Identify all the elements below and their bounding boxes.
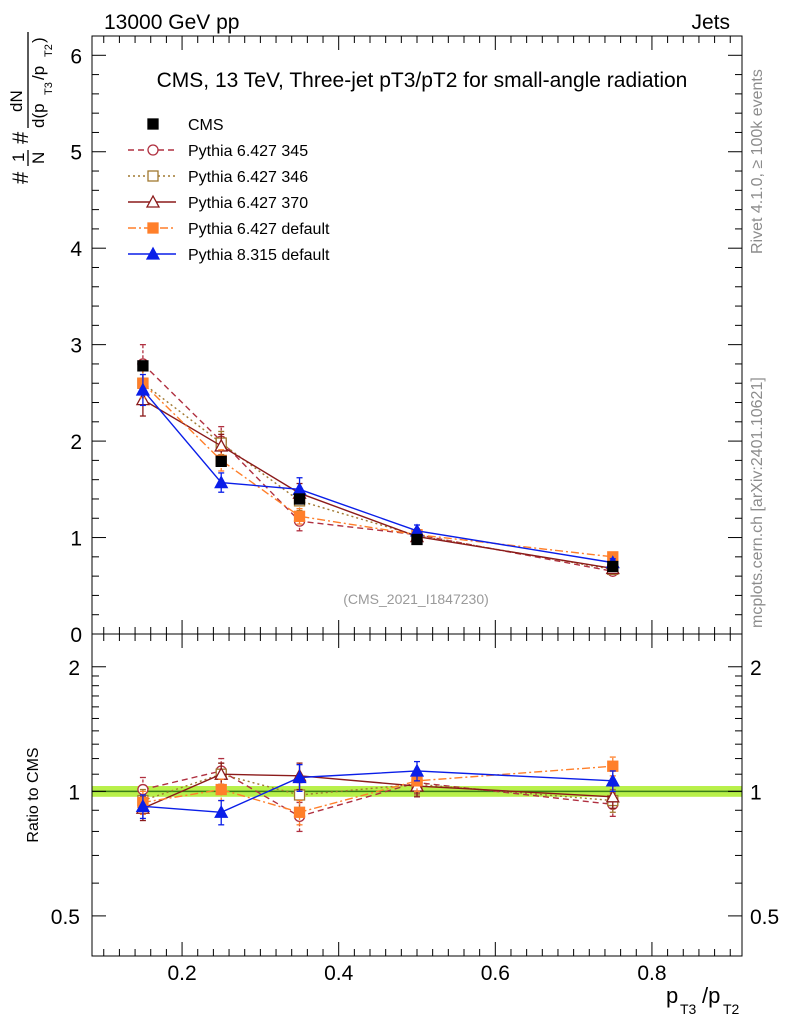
main-ylabel: # 1 N # dN d(p T3 /p T2 ) <box>7 32 55 184</box>
x-tick-label: 0.4 <box>324 962 354 985</box>
x-axis: 0.2 0.4 0.6 0.8 <box>103 634 731 985</box>
main-series-pythia-8-315-default <box>135 373 620 569</box>
ylabel-close: ) <box>29 37 48 43</box>
main-y-tick-label: 2 <box>70 431 82 454</box>
legend: CMS Pythia 6.427 345 Pythia 6.427 346 Pythi… <box>128 117 330 264</box>
main-y-tick-label: 4 <box>70 238 82 261</box>
header-left: 13000 GeV pp <box>104 11 239 34</box>
main-point-cms <box>293 493 306 505</box>
ylabel-hash1: # <box>8 171 33 184</box>
legend-marker <box>147 170 159 182</box>
chart-title: CMS, 13 TeV, Three-jet pT3/pT2 for small… <box>157 69 688 92</box>
legend-marker <box>147 222 159 234</box>
ratio-point-pythia-6-427-default <box>293 806 306 818</box>
main-line-pythia-6-427-345 <box>142 363 613 572</box>
main-point-cms <box>411 533 423 546</box>
ratio-ylabel: Ratio to CMS <box>25 747 42 842</box>
xlabel-T2: T2 <box>723 1001 740 1017</box>
main-series-pythia-6-427-default <box>137 368 619 563</box>
main-line-pythia-6-427-346 <box>142 382 613 571</box>
main-series-pythia-6-427-346 <box>137 367 619 576</box>
main-series-cms <box>137 360 619 573</box>
ylabel-hash2: # <box>8 131 33 144</box>
main-x-ticks <box>103 36 731 634</box>
legend-item-pythia-8-315-default: Pythia 8.315 default <box>128 246 330 264</box>
x-tick-label: 0.8 <box>637 962 666 985</box>
main-y-tick-label: 3 <box>70 335 82 358</box>
side-label-rivet: Rivet 4.1.0, ≥ 100k events <box>749 69 766 254</box>
x-axis-label: p T3 /p T2 <box>666 983 740 1017</box>
ylabel-dN: dN <box>7 90 26 112</box>
legend-item-cms: CMS <box>147 117 224 134</box>
side-label-mcplots: mcplots.cern.ch [arXiv:2401.10621] <box>749 377 766 628</box>
main-series-layer <box>135 343 620 577</box>
ratio-point-pythia-8-315-default <box>214 804 229 818</box>
main-series-pythia-6-427-345 <box>137 343 619 577</box>
x-tick-label: 0.2 <box>167 962 196 985</box>
main-series-pythia-6-427-370 <box>135 382 620 575</box>
main-point-cms <box>137 360 149 372</box>
main-point-pythia-6-427-default <box>293 510 306 522</box>
legend-label: Pythia 6.427 346 <box>188 169 308 186</box>
legend-label: Pythia 6.427 default <box>188 221 330 238</box>
ratio-point-pythia-8-315-default <box>292 770 307 784</box>
ratio-y-tick-label: 2 <box>68 657 80 680</box>
legend-marker <box>145 194 161 208</box>
xlabel-p1: p <box>666 983 678 1008</box>
main-panel: 0 1 2 3 4 5 6 CMS, 13 TeV, Three-jet pT3/pT2 f… <box>70 35 743 647</box>
x-tick-label: 0.6 <box>481 962 510 985</box>
ratio-y-tick-label-right: 1 <box>750 781 762 804</box>
ratio-point-pythia-8-315-default <box>409 763 425 777</box>
legend-marker <box>147 118 159 130</box>
legend-item-pythia-6-427-default: Pythia 6.427 default <box>128 221 330 238</box>
ratio-y-tick-label: 0.5 <box>51 906 80 929</box>
ylabel-T2: T2 <box>43 44 55 57</box>
legend-item-pythia-6-427-370: Pythia 6.427 370 <box>128 194 308 212</box>
ylabel-slash: /p <box>29 66 48 80</box>
legend-item-pythia-6-427-346: Pythia 6.427 346 <box>128 169 308 186</box>
main-y-tick-label: 5 <box>70 142 82 165</box>
main-point-pythia-8-315-default <box>135 382 150 396</box>
header-right: Jets <box>691 11 730 34</box>
ratio-y-axis: 0.5 0.5 1 1 2 2 <box>51 657 779 929</box>
ylabel-T3: T3 <box>43 82 55 95</box>
ratio-y-tick-label-right: 2 <box>750 657 762 680</box>
xlabel-slash: /p <box>702 983 720 1008</box>
ratio-series-pythia-6-427-default <box>137 756 619 826</box>
ratio-line-pythia-6-427-346 <box>142 773 613 802</box>
ratio-series-pythia-8-315-default <box>135 760 620 826</box>
main-y-tick-label: 1 <box>70 528 82 551</box>
ylabel-d: d(p <box>29 103 48 128</box>
legend-label: Pythia 6.427 345 <box>188 143 308 160</box>
legend-marker <box>145 246 161 260</box>
main-point-pythia-8-315-default <box>214 475 229 489</box>
ratio-point-pythia-6-427-default <box>607 760 619 772</box>
legend-label: CMS <box>188 117 224 134</box>
ratio-y-tick-label-right: 0.5 <box>750 906 779 929</box>
analysis-id: (CMS_2021_I1847230) <box>343 591 489 607</box>
ratio-point-pythia-8-315-default <box>605 773 620 787</box>
main-line-pythia-6-427-370 <box>142 399 613 570</box>
main-y-axis: 0 1 2 3 4 5 6 <box>70 35 742 647</box>
ratio-series-layer <box>135 756 620 833</box>
main-y-tick-label: 6 <box>70 45 82 68</box>
ylabel-N: N <box>29 152 48 164</box>
legend-label: Pythia 6.427 370 <box>188 195 308 212</box>
ratio-point-pythia-6-427-370 <box>605 789 620 803</box>
legend-label: Pythia 8.315 default <box>188 247 330 264</box>
xlabel-T3: T3 <box>680 1001 697 1017</box>
legend-item-pythia-6-427-345: Pythia 6.427 345 <box>128 143 308 160</box>
ratio-point-pythia-8-315-default <box>135 798 150 812</box>
main-y-tick-label: 0 <box>70 624 82 647</box>
ylabel-one: 1 <box>9 153 28 162</box>
main-point-cms <box>607 560 619 573</box>
legend-marker <box>147 144 159 156</box>
ratio-panel: 0.5 0.5 1 1 2 2 0.2 0.4 0.6 0.8 Ratio to CMS <box>25 633 779 985</box>
ratio-point-pythia-6-427-default <box>215 783 227 796</box>
main-point-cms <box>215 455 227 468</box>
main-line-pythia-8-315-default <box>142 389 613 564</box>
ratio-y-tick-label: 1 <box>68 781 80 804</box>
